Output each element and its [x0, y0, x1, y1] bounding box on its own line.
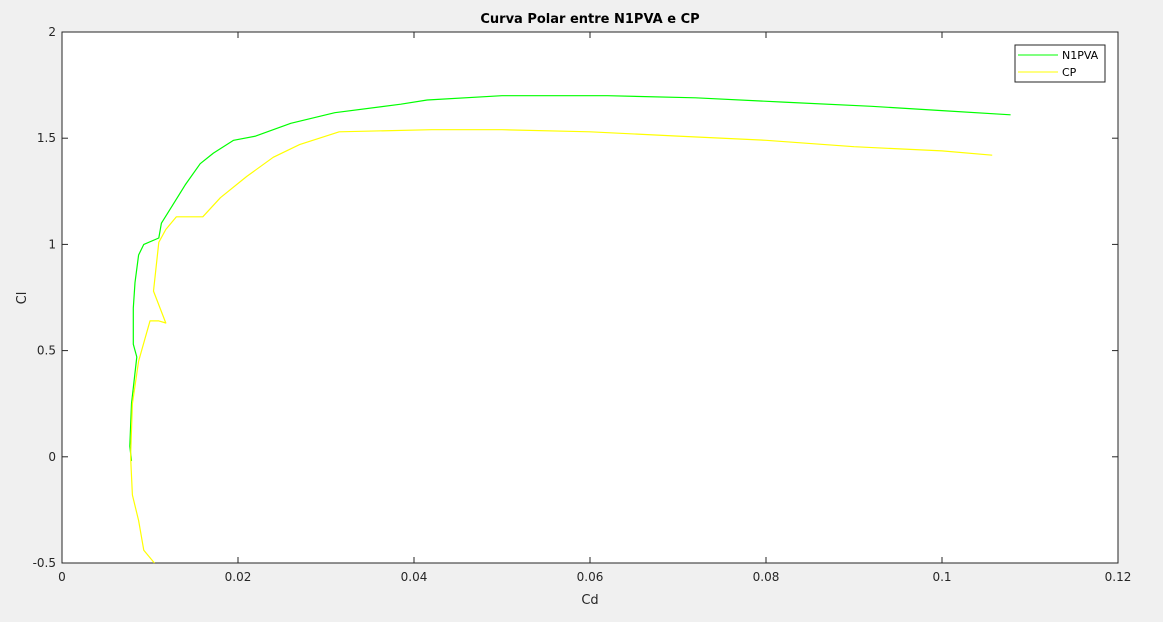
- x-tick-label: 0.06: [577, 570, 604, 584]
- x-tick-label: 0.1: [932, 570, 951, 584]
- y-tick-label: 2: [48, 25, 56, 39]
- y-tick-label: 1: [48, 237, 56, 251]
- legend-box: [1014, 44, 1106, 83]
- legend-label-n1pva: N1PVA: [1062, 49, 1099, 62]
- legend: N1PVA CP: [1014, 44, 1106, 83]
- series-layer: [129, 95, 1011, 564]
- y-tick-label: 0: [48, 450, 56, 464]
- y-tick-label: 0.5: [37, 344, 56, 358]
- y-tick-label: -0.5: [33, 556, 56, 570]
- ticks-layer: 0 0.02 0.04 0.06 0.08 0.1 0.12-0.500.511.52: [33, 25, 1132, 584]
- legend-label-cp: CP: [1062, 66, 1077, 79]
- series-line-n1pva: [129, 95, 1011, 462]
- y-axis-label: Cl: [15, 292, 30, 305]
- chart-title: Curva Polar entre N1PVA e CP: [480, 12, 699, 27]
- x-tick-label: 0.12: [1105, 570, 1132, 584]
- x-axis-label: Cd: [581, 593, 598, 608]
- series-line-cp: [130, 129, 993, 564]
- y-tick-label: 1.5: [37, 131, 56, 145]
- x-tick-label: 0.04: [401, 570, 428, 584]
- x-tick-label: 0: [58, 570, 66, 584]
- x-tick-label: 0.08: [753, 570, 780, 584]
- plot-area: [61, 31, 1119, 564]
- x-tick-label: 0.02: [225, 570, 252, 584]
